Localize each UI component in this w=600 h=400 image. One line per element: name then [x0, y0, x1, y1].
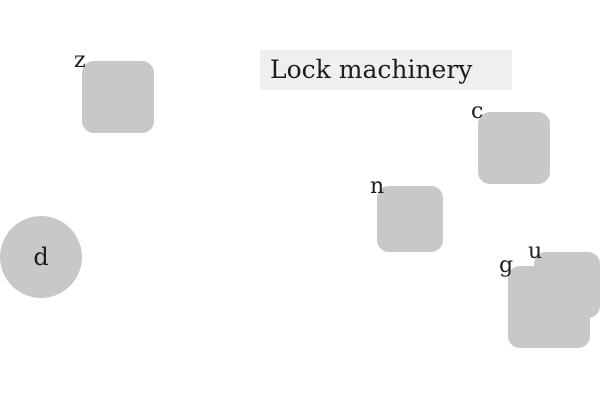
disc-d[interactable]: d [0, 216, 82, 298]
tile-u-label: u [528, 239, 543, 264]
tile-z-label: z [74, 48, 86, 73]
tile-z[interactable] [82, 61, 154, 133]
tile-n[interactable] [377, 186, 443, 252]
lock-machinery-title: Lock machinery [260, 50, 512, 90]
tile-g[interactable] [508, 266, 590, 348]
tile-n-label: n [370, 174, 385, 199]
tile-g-label: g [499, 253, 514, 278]
tile-c-label: c [471, 99, 484, 124]
tile-c[interactable] [478, 112, 550, 184]
disc-d-label: d [33, 243, 49, 271]
